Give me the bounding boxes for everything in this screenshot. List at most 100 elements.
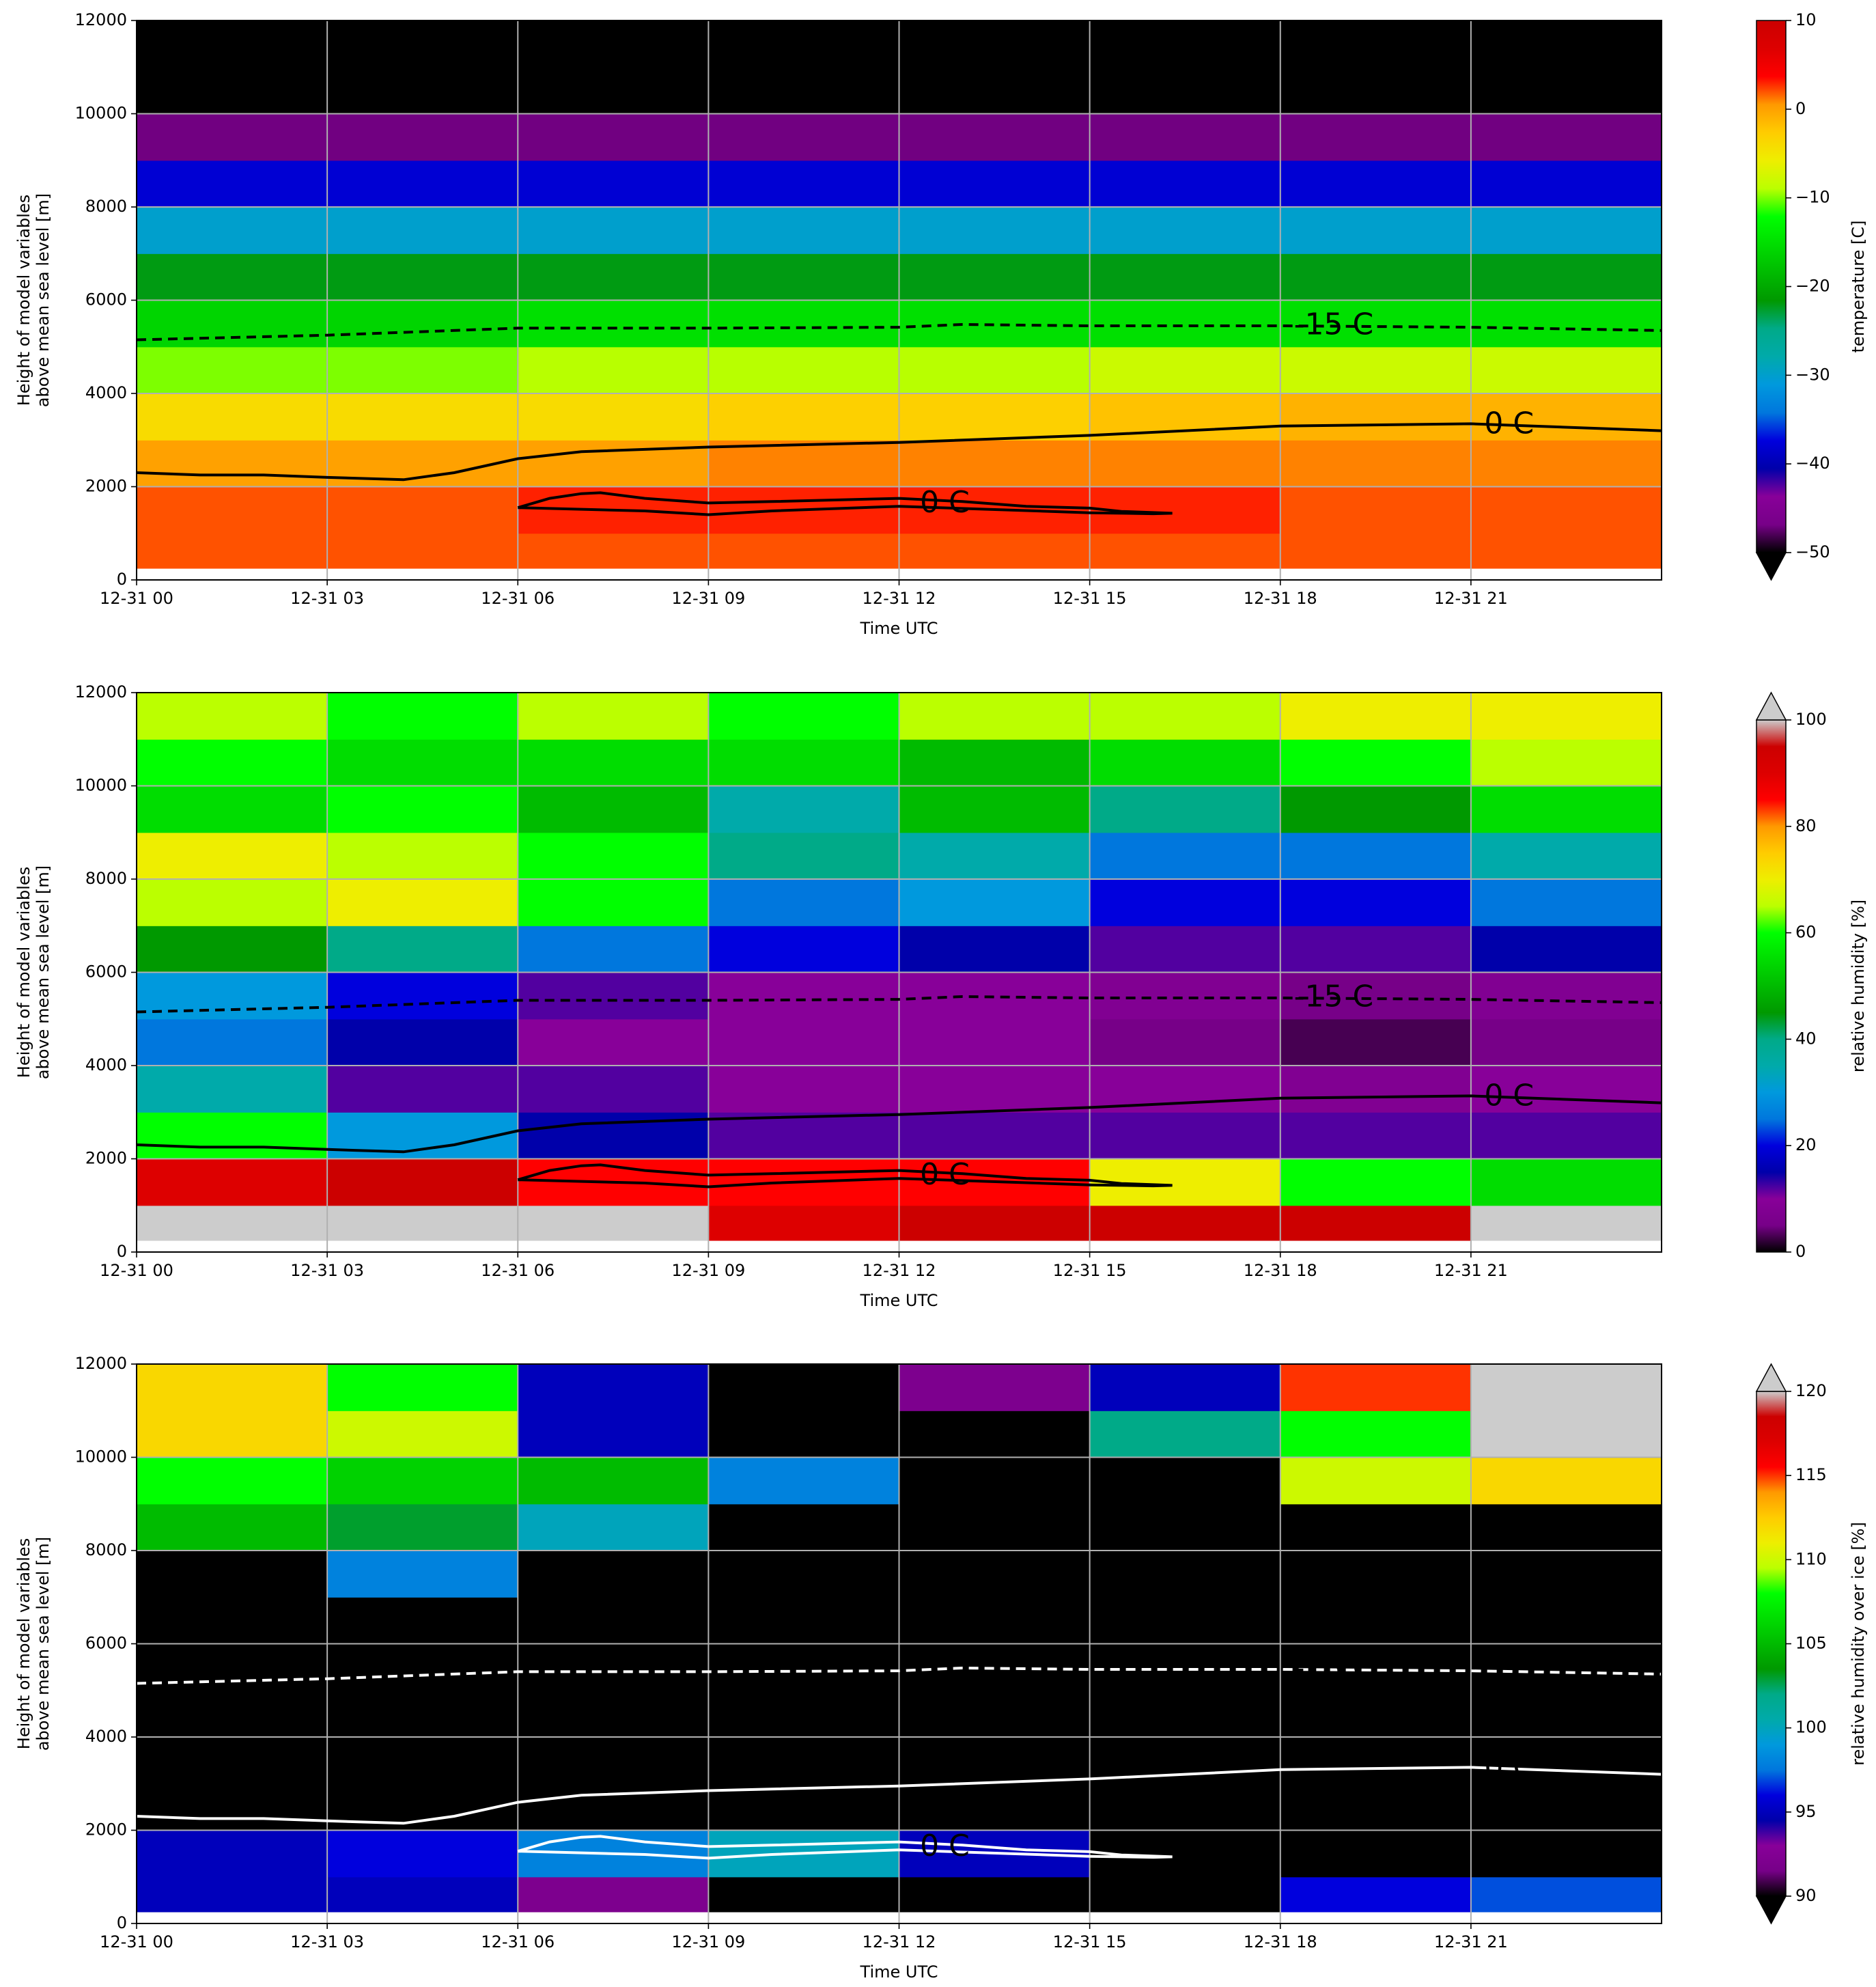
colorbar-extend	[1755, 1363, 1787, 1392]
heatmap-cell	[1089, 1112, 1281, 1160]
y-tick-label: 4000	[85, 383, 127, 402]
x-tick-label: 12-31 03	[290, 589, 364, 608]
heatmap-cell	[1280, 786, 1472, 833]
contour-line	[136, 1094, 1662, 1154]
heatmap-cell	[899, 1783, 1091, 1831]
heatmap-cell	[1470, 879, 1662, 926]
heatmap-cell	[518, 207, 709, 254]
heatmap-cell	[327, 1737, 518, 1784]
heatmap-cell	[1280, 160, 1472, 208]
colorbar-tick-label: 120	[1795, 1381, 1827, 1400]
contour-label: 0 C	[920, 485, 970, 520]
heatmap-cell	[518, 1737, 709, 1784]
heatmap-cell	[899, 207, 1091, 254]
colorbar-tick-label: 20	[1795, 1135, 1817, 1154]
heatmap-cell	[327, 1018, 518, 1066]
heatmap-cell	[137, 160, 328, 208]
heatmap-cell	[708, 1411, 900, 1458]
heatmap-cell	[1089, 739, 1281, 787]
y-axis-label: Height of model variables	[14, 867, 33, 1078]
heatmap-cell	[1280, 67, 1472, 115]
heatmap-cell	[518, 20, 709, 68]
heatmap-cell	[1089, 300, 1281, 348]
heatmap-cell	[708, 693, 900, 740]
heatmap-cell	[137, 1112, 328, 1160]
heatmap-cell	[708, 739, 900, 787]
heatmap-cell	[708, 113, 900, 161]
heatmap-cell	[1470, 440, 1662, 488]
colorbar-tick-label: −10	[1795, 188, 1830, 207]
colorbar	[1756, 20, 1787, 553]
heatmap-cell	[1470, 20, 1662, 68]
heatmap-cell	[899, 1551, 1091, 1598]
heatmap-cell	[708, 1643, 900, 1691]
heatmap-cell	[899, 253, 1091, 301]
heatmap-cell	[708, 1597, 900, 1645]
heatmap-cell	[1470, 207, 1662, 254]
heatmap-cell	[1280, 1018, 1472, 1066]
heatmap-cell	[327, 67, 518, 115]
heatmap-cell	[1470, 1205, 1662, 1241]
heatmap-cell	[1280, 533, 1472, 569]
heatmap-cell	[1280, 1690, 1472, 1738]
heatmap-cell	[1470, 1690, 1662, 1738]
heatmap-cell	[1089, 20, 1281, 68]
heatmap-cell	[518, 1503, 709, 1551]
heatmap-cell	[1470, 1830, 1662, 1878]
heatmap-cell	[518, 113, 709, 161]
heatmap-cell	[899, 832, 1091, 880]
x-tick-label: 12-31 21	[1434, 589, 1508, 608]
heatmap-cell	[899, 1737, 1091, 1784]
heatmap-cell	[708, 67, 900, 115]
heatmap-cell	[327, 533, 518, 569]
heatmap-cell	[327, 160, 518, 208]
y-axis-label: Height of model variables	[14, 1538, 33, 1749]
y-tick-label: 8000	[85, 869, 127, 888]
heatmap-cell	[1470, 1112, 1662, 1160]
heatmap-cell	[1470, 1597, 1662, 1645]
heatmap-cell	[518, 832, 709, 880]
heatmap-cell	[327, 113, 518, 161]
heatmap-cell	[1470, 1411, 1662, 1458]
y-tick-label: 4000	[85, 1055, 127, 1074]
y-tick-label: 8000	[85, 1540, 127, 1559]
heatmap-cell	[327, 1551, 518, 1598]
heatmap-cell	[708, 346, 900, 394]
heatmap-cell	[1089, 972, 1281, 1020]
heatmap-cell	[327, 207, 518, 254]
x-tick-label: 12-31 00	[100, 1261, 173, 1280]
heatmap-cell	[137, 1503, 328, 1551]
contour-label: -15 C	[1294, 1651, 1374, 1686]
heatmap-cell	[899, 972, 1091, 1020]
heatmap-cell	[1089, 346, 1281, 394]
heatmap-cell	[137, 1876, 328, 1913]
contour-label: 0 C	[1484, 1749, 1534, 1784]
y-tick-label: 8000	[85, 197, 127, 216]
heatmap-cell	[137, 693, 328, 740]
colorbar-tick-label: 40	[1795, 1029, 1817, 1048]
panel: 12-31 00 12-31 03 12-31 06 12-31 09 12-31 12…	[14, 682, 1868, 1310]
y-axis-label: Height of model variables	[14, 195, 33, 406]
heatmap-cell	[1470, 1018, 1662, 1066]
colorbar-tick-label: −30	[1795, 365, 1830, 384]
heatmap-cell	[137, 1783, 328, 1831]
y-axis-label: above mean sea level [m]	[33, 865, 53, 1079]
x-tick-label: 12-31 09	[671, 1932, 745, 1951]
heatmap-cell	[1470, 1551, 1662, 1598]
panel: 12-31 00 12-31 03 12-31 06 12-31 09 12-31 12…	[14, 1354, 1868, 1982]
colorbar-label: temperature [C]	[1849, 221, 1868, 353]
heatmap-cell	[1089, 1411, 1281, 1458]
heatmap-cell	[518, 693, 709, 740]
contour-line	[136, 1766, 1662, 1825]
heatmap-cell	[1470, 160, 1662, 208]
x-tick-label: 12-31 09	[671, 1261, 745, 1280]
heatmap-cell	[327, 879, 518, 926]
heatmap-cell	[1280, 972, 1472, 1020]
heatmap-cell	[137, 1364, 328, 1411]
colorbar-tick-label: 10	[1795, 10, 1817, 29]
colorbar-tick-label: −50	[1795, 542, 1830, 561]
y-tick-label: 2000	[85, 1820, 127, 1839]
colorbar-tick-label: 80	[1795, 816, 1817, 835]
heatmap-cell	[899, 67, 1091, 115]
colorbar-extend	[1755, 1895, 1787, 1925]
